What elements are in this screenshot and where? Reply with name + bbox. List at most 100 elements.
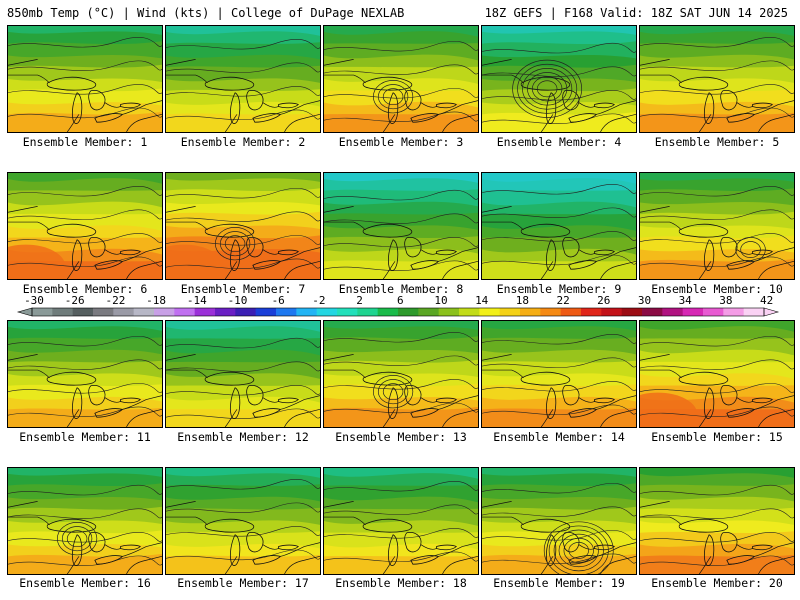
- warm-pocket: [166, 244, 224, 279]
- low-pressure-contour: [373, 375, 414, 409]
- border-line: [324, 369, 366, 379]
- height-contour: [324, 528, 478, 539]
- great-lake-outline: [362, 371, 413, 386]
- great-lake-outline: [545, 92, 557, 125]
- height-contour: [640, 508, 794, 519]
- border-line: [540, 261, 554, 279]
- colorbar-tick-label: 6: [396, 294, 404, 307]
- colorbar-swatch: [682, 308, 704, 316]
- temperature-field: [482, 173, 636, 279]
- border-line: [324, 354, 354, 361]
- colorbar-tick-label: -18: [146, 294, 167, 307]
- height-contour: [324, 355, 478, 366]
- height-contour: [482, 66, 636, 77]
- colorbar-swatch: [52, 308, 74, 316]
- temperature-band: [324, 259, 478, 279]
- great-lake-outline: [252, 555, 282, 565]
- height-contour: [324, 379, 478, 390]
- temperature-field: [482, 26, 636, 132]
- border-line: [122, 542, 162, 557]
- height-contour: [324, 189, 478, 201]
- height-contour: [166, 109, 320, 121]
- ensemble-member-map: [7, 320, 163, 428]
- great-lake-outline: [720, 385, 738, 406]
- great-lake-outline: [703, 239, 715, 272]
- border-line: [66, 114, 80, 132]
- ensemble-member-label: Ensemble Member: 20: [651, 576, 783, 590]
- temperature-field: [166, 26, 320, 132]
- great-lake-outline: [678, 223, 729, 238]
- great-lake-outline: [562, 90, 580, 111]
- border-line: [8, 354, 38, 361]
- temperature-field: [640, 26, 794, 132]
- ensemble-member-map: [165, 467, 321, 575]
- border-line: [8, 516, 50, 526]
- warm-pocket: [640, 392, 698, 427]
- colorbar-swatch: [540, 308, 562, 316]
- low-pressure-contour: [558, 533, 599, 568]
- border-line: [698, 261, 712, 279]
- border-line: [758, 261, 794, 279]
- ensemble-member-map: [481, 25, 637, 133]
- great-lake-outline: [246, 237, 264, 258]
- height-contour: [8, 107, 162, 119]
- great-lake-outline: [120, 397, 141, 404]
- border-line: [540, 114, 554, 132]
- border-line: [382, 556, 396, 574]
- low-pressure-contour: [382, 88, 404, 106]
- low-pressure-contour: [532, 76, 563, 102]
- border-line: [104, 249, 121, 255]
- low-pressure-contour: [512, 59, 583, 118]
- border-line: [126, 556, 162, 574]
- border-line: [104, 102, 121, 108]
- great-lake-outline: [362, 76, 413, 91]
- border-line: [420, 102, 437, 108]
- height-contour: [324, 504, 478, 515]
- great-lake-outline: [120, 544, 141, 551]
- border-line: [280, 395, 320, 410]
- colorbar-swatch: [113, 308, 135, 316]
- border-line: [382, 261, 396, 279]
- colorbar-swatch: [438, 308, 460, 316]
- height-contour: [482, 254, 636, 266]
- colorbar-tick-label: 10: [434, 294, 448, 307]
- great-lake-outline: [246, 90, 264, 111]
- low-pressure-contour: [215, 227, 256, 261]
- border-line: [482, 59, 512, 66]
- great-lake-outline: [88, 385, 106, 406]
- height-contour: [166, 62, 320, 73]
- great-lake-outline: [46, 223, 97, 238]
- great-lake-outline: [46, 371, 97, 386]
- temperature-band: [482, 111, 636, 132]
- colorbar-swatch: [621, 308, 643, 316]
- colorbar-tick-label: -10: [227, 294, 248, 307]
- height-contour: [482, 381, 636, 392]
- height-contour: [640, 37, 794, 48]
- great-lake-outline: [229, 534, 241, 567]
- great-lake-outline: [720, 90, 738, 111]
- border-line: [166, 74, 208, 84]
- great-lake-outline: [594, 249, 615, 256]
- height-contour: [324, 111, 478, 122]
- ensemble-member-map: [7, 25, 163, 133]
- great-lake-outline: [362, 518, 413, 533]
- height-contour: [166, 479, 320, 490]
- great-lake-outline: [46, 76, 97, 91]
- border-line: [420, 249, 437, 255]
- border-line: [640, 206, 670, 213]
- height-contour: [166, 502, 320, 513]
- border-line: [578, 102, 595, 108]
- height-contour: [640, 484, 794, 496]
- ensemble-member-map: [165, 320, 321, 428]
- border-line: [166, 59, 196, 66]
- low-pressure-contour: [224, 235, 246, 253]
- border-line: [284, 114, 320, 132]
- temperature-band: [166, 112, 320, 132]
- border-line: [262, 544, 279, 550]
- height-contour: [166, 211, 320, 222]
- height-contour: [640, 359, 794, 370]
- colorbar-swatch: [601, 308, 623, 316]
- great-lake-outline: [703, 387, 715, 420]
- ensemble-member-map: [639, 172, 795, 280]
- border-line: [284, 556, 320, 574]
